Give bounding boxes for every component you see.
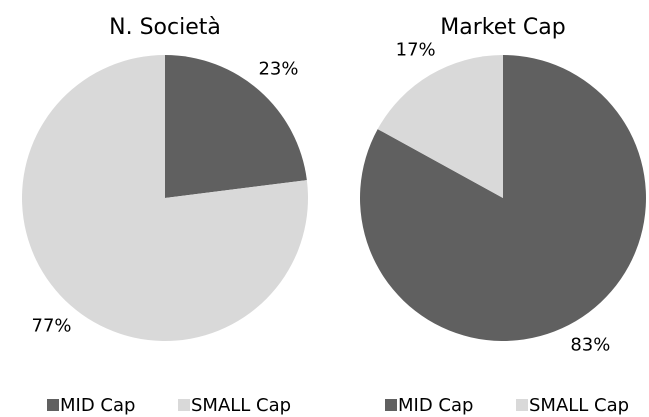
legend-label: SMALL Cap (191, 395, 291, 416)
legend-swatch (385, 399, 397, 411)
data-label: 83% (570, 335, 610, 356)
pie-slice (21, 55, 308, 341)
data-label: 17% (396, 39, 436, 60)
chart-title: Market Cap (440, 15, 565, 40)
pie-slice (165, 55, 307, 198)
legend-swatch (516, 399, 528, 411)
legend-swatch (178, 399, 190, 411)
chart-title: N. Società (109, 15, 221, 40)
data-label: 23% (258, 58, 298, 79)
legend-label: MID Cap (60, 395, 135, 416)
legend-label: MID Cap (398, 395, 473, 416)
legend-label: SMALL Cap (529, 395, 629, 416)
pie-slice (359, 55, 646, 341)
legend-swatch (47, 399, 59, 411)
pie-slice (377, 55, 503, 198)
data-label: 77% (32, 316, 72, 337)
